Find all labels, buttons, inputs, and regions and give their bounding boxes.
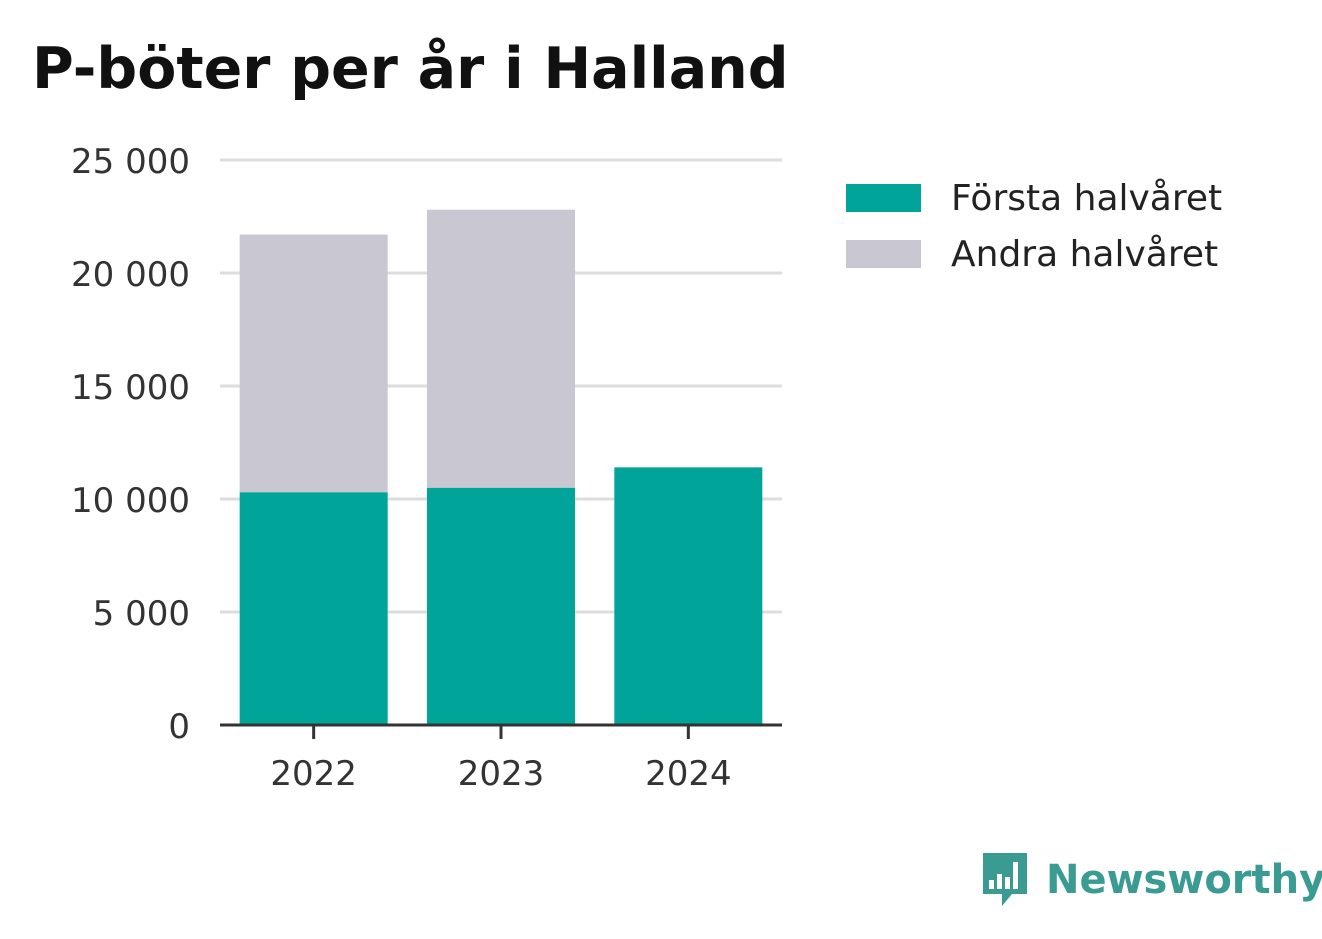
legend-swatch-second-half <box>846 240 921 268</box>
legend-label: Första halvåret <box>951 177 1223 219</box>
bar-first-half-2022 <box>239 492 388 725</box>
y-tick-labels: 0 5 000 10 000 15 000 20 000 25 000 <box>71 142 190 747</box>
legend-item-first-half[interactable]: Första halvåret <box>846 170 1222 226</box>
y-tick-label: 10 000 <box>71 481 190 521</box>
legend-swatch-first-half <box>846 184 921 212</box>
newsworthy-logo-icon <box>983 853 1027 906</box>
y-tick-label: 0 <box>168 707 190 747</box>
legend-item-second-half[interactable]: Andra halvåret <box>846 226 1222 282</box>
bar-first-half-2024 <box>614 467 763 725</box>
y-tick-label: 25 000 <box>71 142 190 182</box>
legend-label: Andra halvåret <box>951 233 1219 275</box>
x-tick-labels: 2022 2023 2024 <box>270 754 731 794</box>
x-tick-label: 2022 <box>270 754 357 794</box>
brand-name: Newsworthy <box>1046 857 1322 903</box>
bars <box>239 209 763 725</box>
bar-second-half-2023 <box>427 209 575 488</box>
x-tick-label: 2023 <box>458 754 545 794</box>
axes <box>220 723 782 739</box>
brand-logo[interactable]: Newsworthy <box>980 850 1322 910</box>
bar-first-half-2023 <box>427 487 575 725</box>
bar-second-half-2022 <box>239 234 388 493</box>
chart-title: P-böter per år i Halland <box>32 36 789 102</box>
y-tick-label: 5 000 <box>93 594 190 634</box>
y-tick-label: 20 000 <box>71 255 190 295</box>
x-tick-label: 2024 <box>645 754 732 794</box>
y-tick-label: 15 000 <box>71 368 190 408</box>
legend: Första halvåret Andra halvåret <box>846 170 1222 282</box>
